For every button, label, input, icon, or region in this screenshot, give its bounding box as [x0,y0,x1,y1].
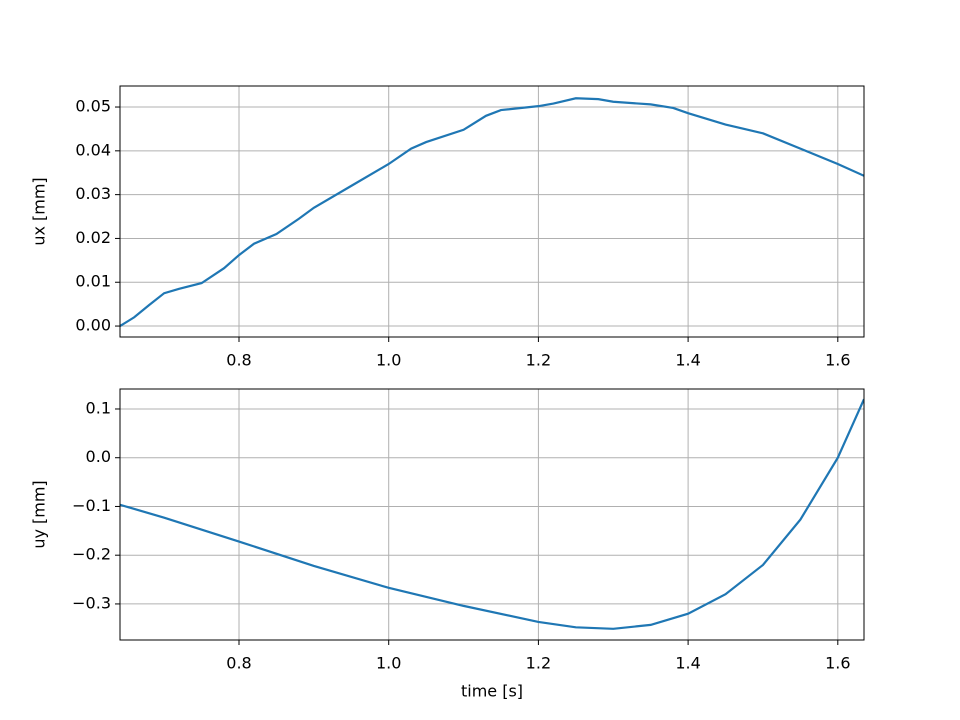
y-tick-label: 0.03 [75,184,111,203]
y-tick-label: −0.3 [72,593,111,612]
x-tick-label: 1.4 [675,351,700,370]
x-tick-label: 1.4 [675,654,700,673]
axes-frame [119,85,865,338]
y-tick-label: 0.01 [75,272,111,291]
x-tick-label: 1.6 [825,654,850,673]
x-tick-label: 0.8 [226,351,251,370]
x-axis-label: time [s] [461,682,523,701]
y-tick-label: 0.00 [75,316,111,335]
y-tick-label: 0.05 [75,97,111,116]
y-tick-label: −0.2 [72,545,111,564]
x-tick-label: 1.0 [376,351,401,370]
y-tick-label: 0.02 [75,228,111,247]
y-tick-label: 0.0 [86,447,111,466]
y-tick-label: −0.1 [72,496,111,515]
x-tick-label: 1.6 [825,351,850,370]
y-tick-label: 0.1 [86,398,111,417]
y-tick-label: 0.04 [75,140,111,159]
axes-frame [119,388,865,641]
x-tick-label: 1.2 [526,654,551,673]
y-axis-label: ux [mm] [30,177,49,245]
x-tick-label: 0.8 [226,654,251,673]
data-line [120,97,864,327]
x-tick-label: 1.2 [526,351,551,370]
x-tick-label: 1.0 [376,654,401,673]
data-line [120,398,864,630]
y-axis-label: uy [mm] [30,480,49,548]
